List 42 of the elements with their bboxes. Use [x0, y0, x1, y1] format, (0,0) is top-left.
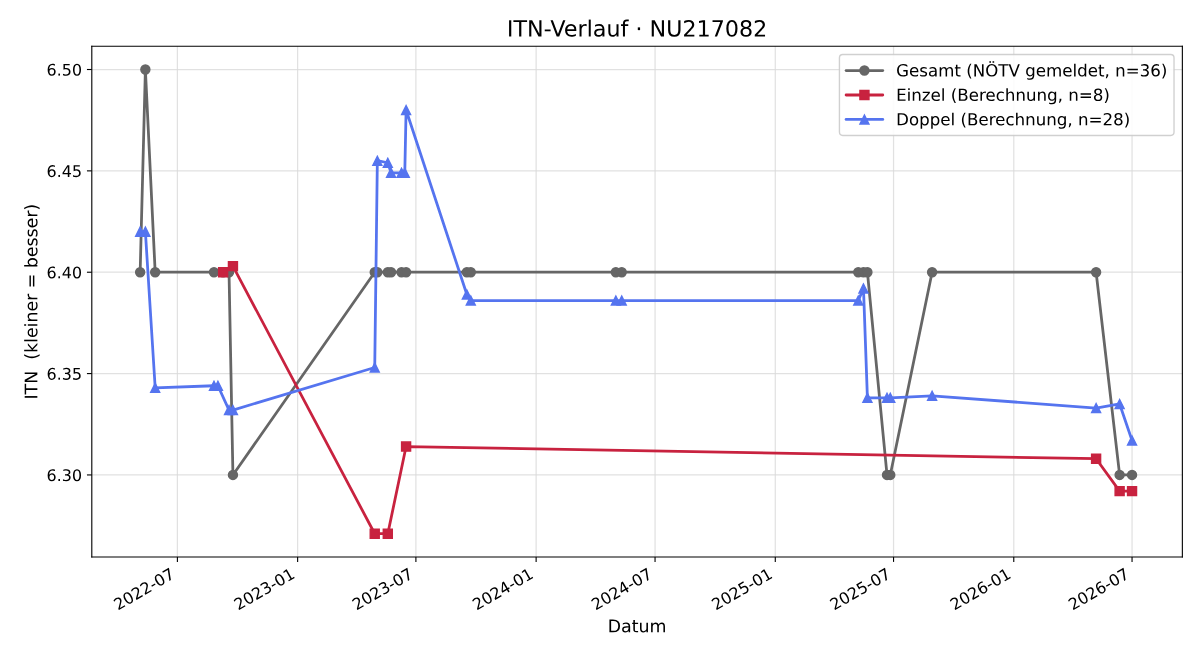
- point: [465, 295, 476, 306]
- point: [400, 441, 412, 452]
- y-axis-title: ITN (kleiner = besser): [24, 205, 40, 398]
- point: [227, 260, 239, 272]
- point: [385, 167, 397, 179]
- point: [227, 404, 239, 416]
- point: [134, 267, 146, 278]
- point: [1126, 435, 1138, 446]
- point: [1126, 485, 1138, 497]
- point: [1090, 453, 1102, 464]
- point: [400, 104, 412, 116]
- point: [1114, 485, 1125, 497]
- y-tick-label: 6.30: [47, 469, 82, 482]
- point: [140, 64, 151, 75]
- point: [1114, 469, 1125, 481]
- y-tick-label: 6.35: [47, 367, 81, 380]
- legend-label: Einzel (Berechnung, n=8): [897, 88, 1109, 105]
- point: [1090, 402, 1102, 414]
- y-tick-label: 6.50: [47, 63, 82, 76]
- point: [372, 155, 383, 166]
- legend-label: Gesamt (NÖTV gemeldet, n=36): [897, 61, 1166, 80]
- point: [1114, 398, 1125, 410]
- point: [862, 392, 873, 404]
- x-axis-title: Datum: [609, 619, 665, 633]
- point: [1090, 267, 1102, 278]
- point: [926, 390, 938, 402]
- point: [926, 267, 938, 278]
- point: [382, 157, 394, 168]
- legend-label: Doppel (Berechnung, n=28): [897, 112, 1129, 129]
- point: [149, 382, 161, 393]
- point: [227, 469, 239, 481]
- point: [149, 267, 161, 278]
- point: [853, 295, 864, 306]
- point: [858, 283, 869, 294]
- y-tick-label: 6.40: [47, 266, 82, 279]
- point: [382, 528, 394, 539]
- chart-title: ITN-Verlauf · NU217082: [509, 19, 766, 37]
- point: [616, 295, 627, 306]
- y-tick-label: 6.45: [47, 165, 81, 178]
- point: [1126, 469, 1138, 481]
- point: [369, 528, 380, 539]
- point: [369, 362, 380, 373]
